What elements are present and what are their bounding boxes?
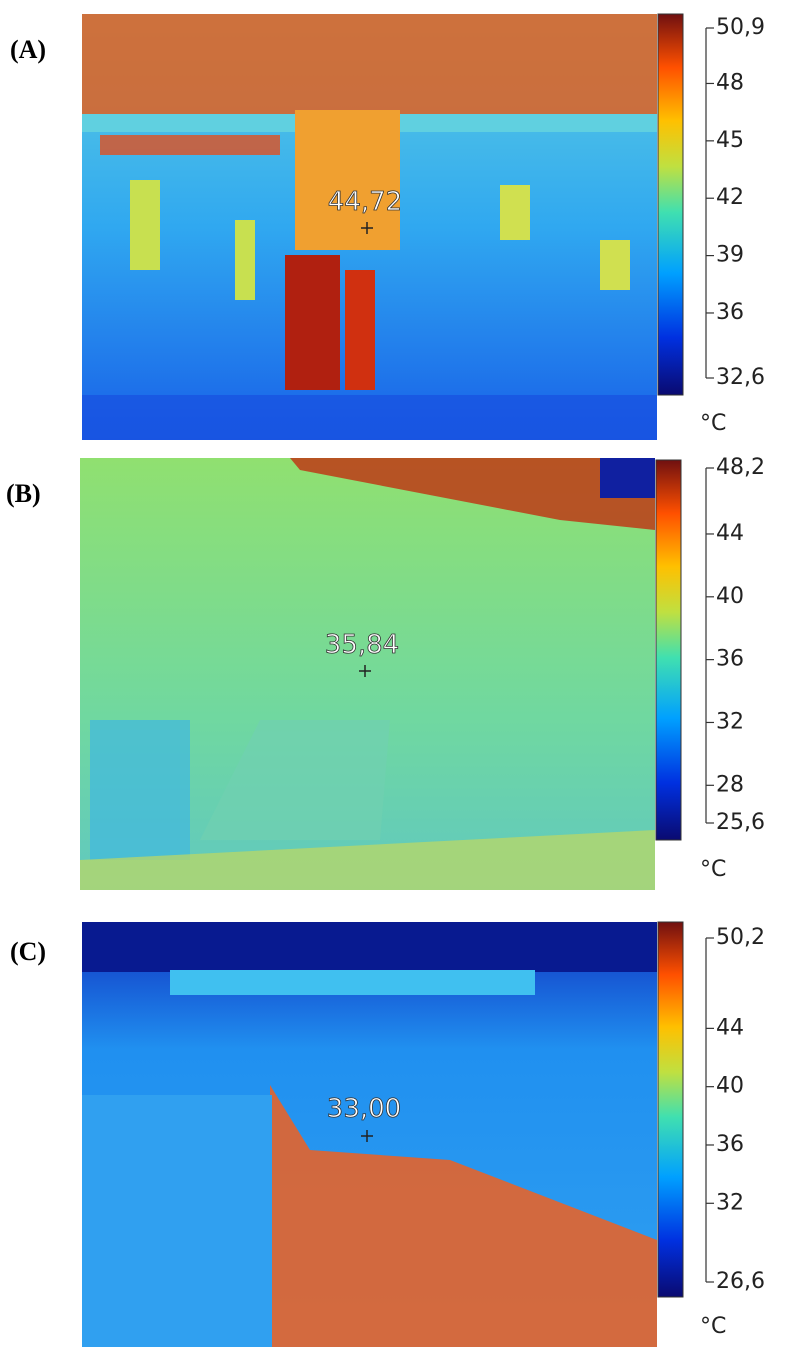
panel-label: (A) (10, 35, 46, 64)
figure: (A) 44,72 °C (B) 35,84 °C (C) 33,00 °C 5… (0, 0, 792, 1349)
tick-label: 36 (716, 647, 744, 672)
colorbar (658, 14, 683, 395)
beam (170, 970, 535, 995)
tick-label: 32 (716, 1190, 744, 1215)
hot-door (285, 255, 340, 390)
tick-label: 32 (716, 709, 744, 734)
warm-region (500, 185, 530, 240)
tick-label: 28 (716, 772, 744, 797)
hot-region (100, 135, 280, 155)
tick-label: 25,6 (716, 810, 765, 835)
pallets (90, 720, 190, 860)
tick-label: 39 (716, 243, 744, 268)
tick-label: 44 (716, 1015, 744, 1040)
colorbar (658, 922, 683, 1297)
panel-label: (C) (10, 937, 46, 966)
tick-label: 40 (716, 584, 744, 609)
warm-region (235, 220, 255, 300)
ground (82, 395, 657, 440)
colorbar (656, 460, 681, 840)
warm-region (600, 240, 630, 290)
panel-label: (B) (6, 479, 41, 508)
spot-temperature: 33,00 (327, 1094, 401, 1124)
sky (600, 458, 655, 498)
unit: °C (700, 1314, 726, 1339)
unit: °C (700, 857, 726, 882)
panel-b: (B) 35,84 °C (6, 458, 726, 890)
tick-label: 48,2 (716, 455, 765, 480)
tick-label: 45 (716, 128, 744, 153)
tick-label: 42 (716, 185, 744, 210)
tick-label: 48 (716, 70, 744, 95)
tick-label: 26,6 (716, 1269, 765, 1294)
tick-label: 36 (716, 1132, 744, 1157)
tick-label: 44 (716, 521, 744, 546)
hot-region (82, 14, 657, 114)
tick-label: 50,2 (716, 925, 765, 950)
hot-door (345, 270, 375, 390)
panel-a: (A) 44,72 °C (10, 14, 726, 440)
spot-temperature: 35,84 (325, 630, 399, 660)
unit: °C (700, 411, 726, 436)
sky (82, 922, 657, 972)
warm-region (130, 180, 160, 270)
tick-label: 50,9 (716, 15, 765, 40)
spot-temperature: 44,72 (328, 187, 402, 217)
tick-label: 40 (716, 1074, 744, 1099)
wall (82, 1095, 272, 1347)
tick-label: 36 (716, 300, 744, 325)
panel-c: (C) 33,00 °C (10, 922, 726, 1347)
window (295, 110, 400, 250)
tick-label: 32,6 (716, 365, 765, 390)
